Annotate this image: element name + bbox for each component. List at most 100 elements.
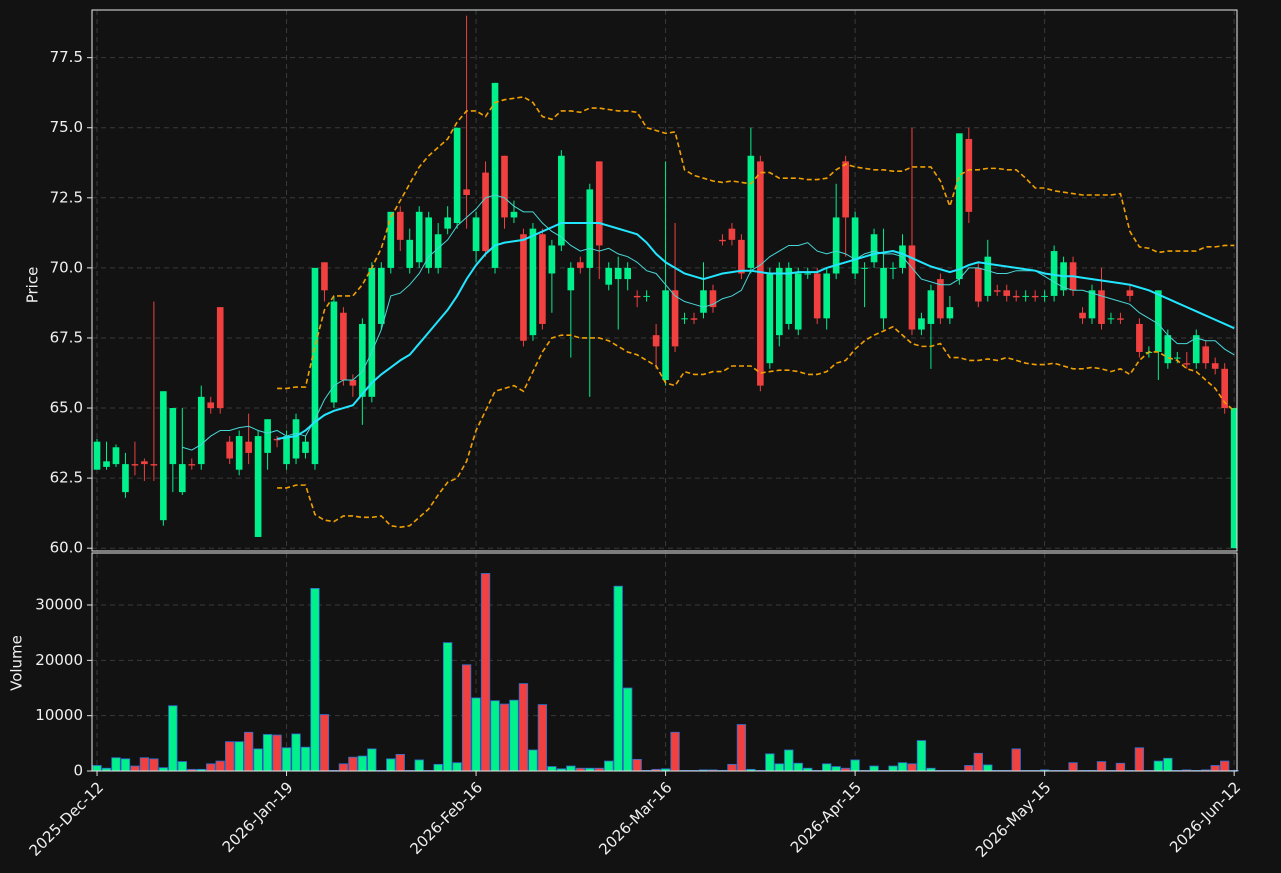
volume-bar (471, 697, 481, 772)
candle-body (359, 323, 366, 397)
x-tick-label: 2026-Jun-12 (1166, 778, 1244, 856)
candle-body (1221, 368, 1228, 409)
candle-body (425, 217, 433, 268)
candle-body (453, 127, 461, 224)
candle-body (1098, 290, 1105, 324)
candle-body (927, 290, 935, 324)
candle-body (700, 290, 707, 313)
candle-body (1079, 312, 1086, 319)
candle-body (444, 217, 451, 229)
volume-bar (1220, 760, 1230, 772)
volume-bar (386, 758, 396, 772)
candle-body (1183, 363, 1191, 365)
volume-bar (869, 765, 879, 772)
candle-body (520, 234, 527, 341)
candle-body (1088, 290, 1096, 319)
volume-bar (1096, 761, 1107, 772)
volume-bar (964, 765, 974, 772)
candle-body (160, 391, 167, 521)
candle-body (273, 438, 281, 441)
candle-body (832, 217, 840, 274)
candle-body (529, 228, 537, 336)
volume-bar (291, 733, 301, 772)
volume-bar (215, 760, 225, 772)
candle-body (112, 447, 120, 465)
candle-body (501, 155, 508, 218)
candle-body (1012, 295, 1020, 298)
x-tick-label: 2026-May-15 (972, 778, 1055, 861)
volume-bar (613, 585, 623, 772)
candle-body (1155, 290, 1162, 352)
y-axis-label: Price (24, 267, 42, 304)
volume-bar (490, 700, 500, 772)
volume-bar (736, 724, 747, 772)
candle-body (103, 461, 110, 467)
candle-body (1202, 346, 1210, 364)
candle-body (595, 161, 603, 246)
candle-body (728, 228, 736, 240)
volume-bar (177, 761, 187, 772)
volume-bar (1115, 762, 1126, 772)
candle-body (311, 267, 319, 465)
y-tick-label: 72.5 (50, 188, 83, 206)
volume-bar (461, 664, 472, 772)
volume-bar (367, 748, 377, 772)
candle-body (197, 396, 205, 465)
volume-bar (566, 765, 576, 772)
candle-body (719, 239, 726, 242)
volume-bar (300, 746, 311, 772)
y-tick-label: 62.5 (50, 469, 83, 487)
candle-body (254, 436, 262, 537)
candle-body (567, 267, 575, 291)
volume-bar (310, 588, 320, 772)
candle-body (614, 267, 622, 280)
candle-body (870, 234, 878, 263)
candle-body (188, 464, 196, 466)
candle-body (558, 155, 565, 246)
candle-body (216, 307, 224, 409)
candle-body (1164, 335, 1172, 364)
volume-bar (480, 573, 491, 772)
candle-body (1117, 318, 1124, 320)
x-tick-label: 2025-Dec-12 (26, 778, 107, 859)
candle-body (738, 239, 745, 274)
candle-body (1050, 251, 1058, 296)
candle-body (1031, 295, 1039, 298)
volume-bar (916, 740, 927, 772)
volume-bar (338, 763, 349, 772)
candle-body (965, 138, 973, 212)
volume-bar (774, 763, 784, 772)
candle-body (1022, 295, 1029, 297)
volume-bar (888, 765, 898, 772)
volume-bar (92, 765, 102, 772)
y-tick-label: 70.0 (50, 258, 83, 276)
volume-bar (632, 758, 642, 772)
candle-body (652, 335, 660, 347)
candle-body (747, 155, 755, 268)
candle-body (851, 217, 859, 274)
y-tick-label: 0 (73, 762, 83, 780)
volume-bar (272, 734, 282, 772)
candle-body (178, 464, 186, 493)
volume-bar (120, 758, 131, 772)
volume-bar (623, 687, 633, 772)
volume-bar (670, 731, 680, 772)
candle-body (491, 82, 499, 268)
candle-body (463, 189, 470, 196)
volume-bar (168, 705, 178, 772)
candle-body (690, 318, 698, 320)
candle-body (823, 273, 831, 319)
candle-body (889, 267, 897, 269)
candle-body (937, 279, 944, 319)
y-tick-label: 77.5 (50, 48, 83, 66)
volume-bar (822, 763, 832, 772)
candle-body (406, 239, 414, 268)
volume-axis-label: Volume (8, 635, 26, 691)
candle-body (974, 267, 982, 302)
candle-body (1173, 357, 1181, 359)
candle-body (586, 189, 594, 268)
candle-body (482, 172, 489, 252)
candle-body (624, 267, 632, 280)
candle-body (264, 419, 271, 453)
candle-body (93, 441, 101, 470)
